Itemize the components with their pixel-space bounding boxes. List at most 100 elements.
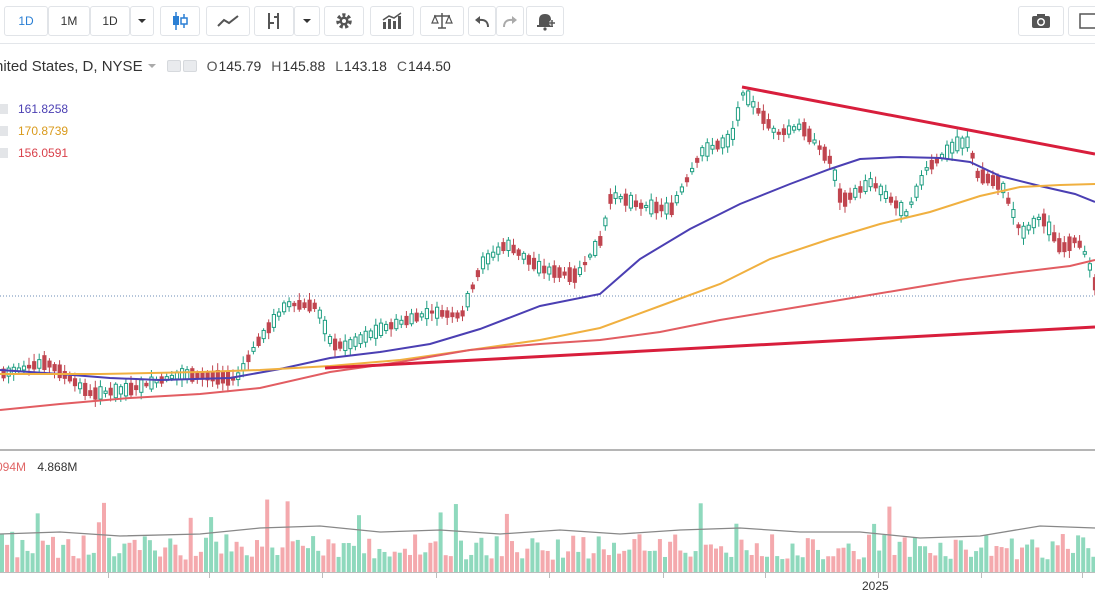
candle bbox=[542, 258, 547, 279]
compare-icon bbox=[268, 13, 279, 29]
redo-button[interactable] bbox=[496, 6, 524, 36]
ma-mid-value: 170.8739 bbox=[18, 124, 69, 138]
volume-bar bbox=[413, 534, 418, 572]
volume-bar bbox=[285, 501, 290, 572]
candle bbox=[904, 208, 909, 218]
volume-bar bbox=[188, 517, 193, 572]
candle bbox=[108, 382, 113, 402]
indicators-button[interactable] bbox=[370, 6, 414, 36]
alert-button[interactable] bbox=[526, 6, 564, 36]
candle bbox=[1052, 224, 1057, 243]
candle bbox=[608, 188, 613, 210]
volume-bar bbox=[780, 559, 785, 572]
ohlc-close: C144.50 bbox=[396, 58, 451, 74]
volume-bar bbox=[10, 531, 15, 572]
candle bbox=[639, 199, 644, 216]
interval-dropdown-button[interactable] bbox=[130, 6, 154, 36]
candle bbox=[440, 304, 445, 319]
candle bbox=[715, 138, 720, 152]
volume-bar bbox=[566, 551, 571, 572]
visibility-icon[interactable] bbox=[166, 60, 181, 72]
axis-tick bbox=[108, 573, 109, 578]
close-icon[interactable] bbox=[0, 148, 8, 158]
volume-bar bbox=[290, 541, 295, 572]
volume-bar bbox=[479, 537, 484, 572]
candle bbox=[470, 282, 475, 293]
candle bbox=[297, 293, 302, 312]
volume-bar bbox=[147, 540, 152, 572]
volume-bar bbox=[137, 550, 142, 572]
candle bbox=[674, 191, 679, 206]
volume-bar bbox=[311, 536, 316, 572]
volume-bar bbox=[596, 536, 601, 572]
candle bbox=[378, 318, 384, 338]
ma-slow-legend[interactable]: 156.0591 bbox=[0, 145, 68, 161]
candle bbox=[807, 125, 812, 145]
volume-bar bbox=[673, 534, 678, 572]
volume-bar bbox=[632, 539, 637, 572]
volume-bar bbox=[1071, 552, 1075, 572]
candle bbox=[618, 193, 623, 203]
interval-1d-button[interactable]: 1D bbox=[4, 6, 48, 36]
candle bbox=[348, 336, 353, 355]
candle bbox=[419, 311, 424, 321]
chart-area[interactable] bbox=[0, 44, 1095, 600]
compare-button[interactable] bbox=[254, 6, 294, 36]
candle bbox=[42, 350, 47, 373]
volume-bar bbox=[61, 544, 66, 572]
candle bbox=[37, 353, 42, 372]
volume-bar bbox=[183, 559, 188, 572]
candle bbox=[812, 133, 817, 146]
close-icon[interactable] bbox=[0, 126, 8, 136]
ma-mid-line bbox=[0, 183, 1095, 375]
volume-bar bbox=[270, 547, 275, 572]
volume-bar bbox=[933, 555, 938, 572]
candle bbox=[975, 168, 980, 182]
close-icon[interactable] bbox=[0, 104, 8, 114]
volume-bar bbox=[433, 541, 438, 572]
candle bbox=[526, 253, 531, 271]
candle bbox=[1077, 235, 1082, 250]
settings-button[interactable] bbox=[324, 6, 364, 36]
interval-1m-button[interactable]: 1M bbox=[48, 6, 90, 36]
volume-bar bbox=[459, 540, 463, 572]
candle bbox=[1041, 208, 1047, 234]
time-axis[interactable]: 2025 bbox=[0, 572, 1095, 600]
candle bbox=[144, 380, 149, 388]
candle bbox=[88, 384, 93, 399]
volume-bar bbox=[35, 513, 40, 572]
undo-button[interactable] bbox=[468, 6, 496, 36]
volume-ma-value: 094M bbox=[0, 460, 27, 474]
candle bbox=[1001, 181, 1006, 199]
screenshot-button[interactable] bbox=[1018, 6, 1064, 36]
candle bbox=[32, 353, 37, 373]
compare-dropdown-button[interactable] bbox=[294, 6, 320, 36]
candle bbox=[317, 306, 322, 324]
volume-bar bbox=[816, 549, 820, 572]
balance-button[interactable] bbox=[420, 6, 464, 36]
settings-icon[interactable] bbox=[182, 60, 197, 72]
volume-layer bbox=[0, 499, 1095, 572]
fullscreen-button[interactable] bbox=[1068, 6, 1095, 36]
volume-bar bbox=[163, 547, 168, 572]
volume-bar bbox=[209, 517, 214, 572]
candle bbox=[333, 333, 338, 358]
candle bbox=[955, 129, 960, 154]
ohlc-open: O145.79 bbox=[206, 58, 262, 74]
candle bbox=[358, 332, 363, 348]
ma-fast-legend[interactable]: 161.8258 bbox=[0, 101, 68, 117]
symbol-title[interactable]: nited States, D, NYSE bbox=[0, 57, 143, 75]
interval-selector-button[interactable]: 1D bbox=[90, 6, 130, 36]
candle bbox=[16, 362, 21, 375]
volume-bar bbox=[336, 556, 341, 572]
ma-mid-legend[interactable]: 170.8739 bbox=[0, 123, 68, 139]
price-chart[interactable] bbox=[0, 44, 1095, 600]
candle bbox=[271, 308, 276, 332]
candle bbox=[1067, 233, 1072, 258]
candlestick-style-button[interactable] bbox=[160, 6, 200, 36]
line-style-button[interactable] bbox=[206, 6, 250, 36]
indicators-icon bbox=[382, 12, 402, 29]
volume-bar bbox=[295, 539, 300, 572]
volume-bar bbox=[642, 550, 647, 572]
chevron-down-icon[interactable] bbox=[147, 63, 157, 69]
